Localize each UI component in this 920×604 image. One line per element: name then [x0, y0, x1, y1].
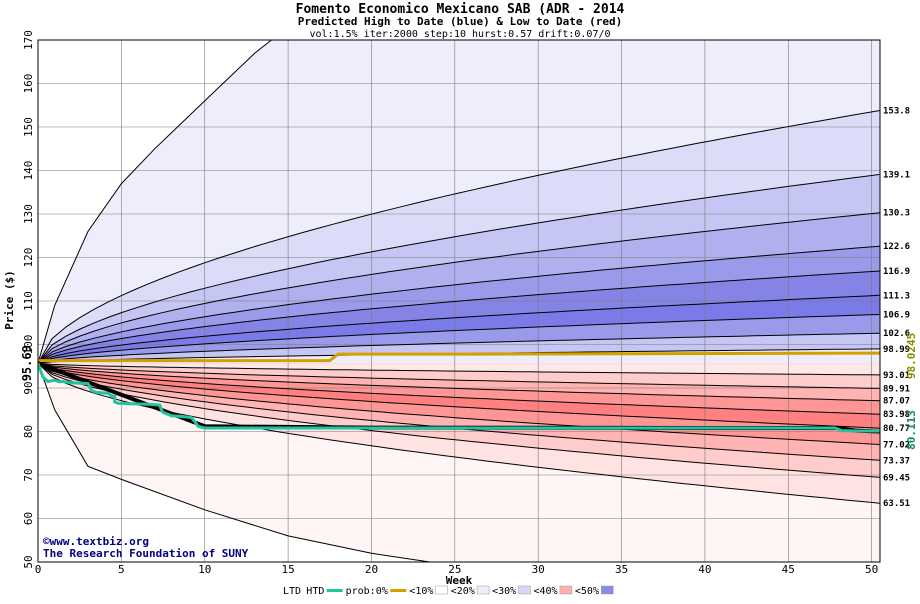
quantile-label-98.99: 98.99 [883, 345, 910, 355]
quantile-label-63.51: 63.51 [883, 499, 910, 509]
y-tick-label: 80 [22, 425, 35, 438]
legend-swatch [435, 585, 448, 595]
htd-line [38, 362, 880, 433]
legend-label: HTD [306, 586, 324, 597]
x-tick-label: 5 [118, 563, 125, 576]
quantile-label-139.1: 139.1 [883, 170, 910, 180]
y-tick-label: 130 [22, 204, 35, 224]
y-tick-label: 120 [22, 248, 35, 268]
x-tick-label: 45 [782, 563, 795, 576]
quantile-label-111.3: 111.3 [883, 291, 910, 301]
quantile-curve-80.77 [38, 362, 880, 429]
quantile-curve-122.6 [38, 245, 880, 364]
legend-label: LTD [283, 586, 301, 597]
legend-swatch [601, 585, 614, 595]
x-tick-label: 50 [865, 563, 878, 576]
x-tick-label: 35 [615, 563, 628, 576]
legend-label: <40% [534, 586, 558, 597]
chart-title: Fomento Economico Mexicano SAB (ADR - 20… [296, 2, 625, 17]
legend-swatch [476, 585, 490, 595]
y-tick-label: 70 [22, 468, 35, 481]
y-tick-label: 160 [22, 74, 35, 94]
y-tick-label: 90 [22, 381, 35, 394]
legend-swatch [518, 585, 531, 595]
quantile-curve-63.51 [38, 362, 880, 504]
quantile-curve-77.02 [38, 362, 880, 445]
outer-high-curve [38, 40, 272, 364]
legend-label: <50% [575, 586, 599, 597]
legend-label: prob:0% [346, 586, 388, 597]
band-layer [38, 40, 880, 562]
copyright-text: ©www.textbiz.org [43, 535, 149, 548]
quantile-curve-116.9 [38, 270, 880, 364]
quantile-label-73.37: 73.37 [883, 456, 910, 466]
y-tick-label: 170 [22, 30, 35, 50]
curve-layer [38, 40, 880, 562]
quantile-curve-89.91 [38, 362, 880, 389]
quantile-label-77.02: 77.02 [883, 440, 910, 450]
quantile-label-87.07: 87.07 [883, 397, 910, 407]
quantile-label-80.77: 80.77 [883, 424, 910, 434]
x-tick-label: 0 [35, 563, 42, 576]
legend: LTD HTD prob:0% <10% <20% <30% <40% <50% [283, 585, 614, 597]
y-tick-label: 50 [22, 555, 35, 568]
legend-swatch [326, 589, 343, 592]
legend-swatch [390, 589, 407, 592]
quantile-curve-130.3 [38, 212, 880, 364]
y-tick-label: 110 [22, 291, 35, 311]
quantile-label-122.6: 122.6 [883, 242, 910, 252]
quantile-label-89.91: 89.91 [883, 384, 910, 394]
prob-line [38, 351, 880, 363]
y-axis-label: Price ($) [3, 270, 16, 330]
quantile-curve-93.01 [38, 362, 880, 376]
label-layer: 153.8 139.1 130.3 122.6 116.9 111.3 106.9 102.6… [20, 106, 918, 509]
quantile-label-116.9: 116.9 [883, 267, 910, 277]
chart-subtitle: Predicted High to Date (blue) & Low to D… [298, 15, 623, 28]
prob-end-label: 98.0245 [905, 333, 918, 379]
quantile-label-69.45: 69.45 [883, 473, 910, 483]
x-tick-label: 15 [281, 563, 294, 576]
start-price-label: 95.69 [20, 345, 34, 381]
x-tick-label: 30 [532, 563, 545, 576]
quantile-label-102.6: 102.6 [883, 329, 910, 339]
quantile-curve-111.3 [38, 294, 880, 364]
source-text: The Research Foundation of SUNY [43, 547, 249, 560]
red-band-9 [38, 363, 880, 375]
legend-label: <20% [451, 586, 475, 597]
x-tick-label: 20 [365, 563, 378, 576]
quantile-curve-153.8 [38, 110, 880, 364]
outer-low-curve [38, 363, 430, 562]
x-tick-label: 25 [448, 563, 461, 576]
x-tick-label: 40 [698, 563, 711, 576]
quantile-curve-106.9 [38, 314, 880, 364]
series-layer [38, 351, 880, 434]
legend-label: <30% [492, 586, 516, 597]
x-axis-label: Week [446, 574, 473, 587]
y-tick-label: 100 [22, 335, 35, 355]
x-tick-label: 10 [198, 563, 211, 576]
chart-params: vol:1.5% iter:2000 step:10 hurst:0.57 dr… [309, 29, 610, 40]
quantile-label-153.8: 153.8 [883, 106, 910, 116]
y-tick-label: 140 [22, 161, 35, 181]
quantile-curve-83.98 [38, 362, 880, 415]
axes-layer: 0 5 10 15 20 25 30 35 40 45 50 50 60 70 80 90 100 110 120 1… [22, 30, 881, 576]
y-tick-label: 60 [22, 512, 35, 525]
legend-swatch [559, 585, 573, 595]
quantile-label-130.3: 130.3 [883, 209, 910, 219]
quantile-label-106.9: 106.9 [883, 310, 910, 320]
quantile-curve-87.07 [38, 362, 880, 402]
quantile-curve-102.6 [38, 332, 880, 364]
quantile-label-83.98: 83.98 [883, 410, 910, 420]
legend-label: <10% [409, 586, 433, 597]
quantile-curve-69.45 [38, 362, 880, 478]
plot-frame [37, 39, 881, 563]
quantile-label-93.01: 93.01 [883, 371, 910, 381]
htd-end-label: 80.113 [905, 410, 918, 450]
quantile-curve-139.1 [38, 173, 880, 364]
y-tick-label: 150 [22, 117, 35, 137]
